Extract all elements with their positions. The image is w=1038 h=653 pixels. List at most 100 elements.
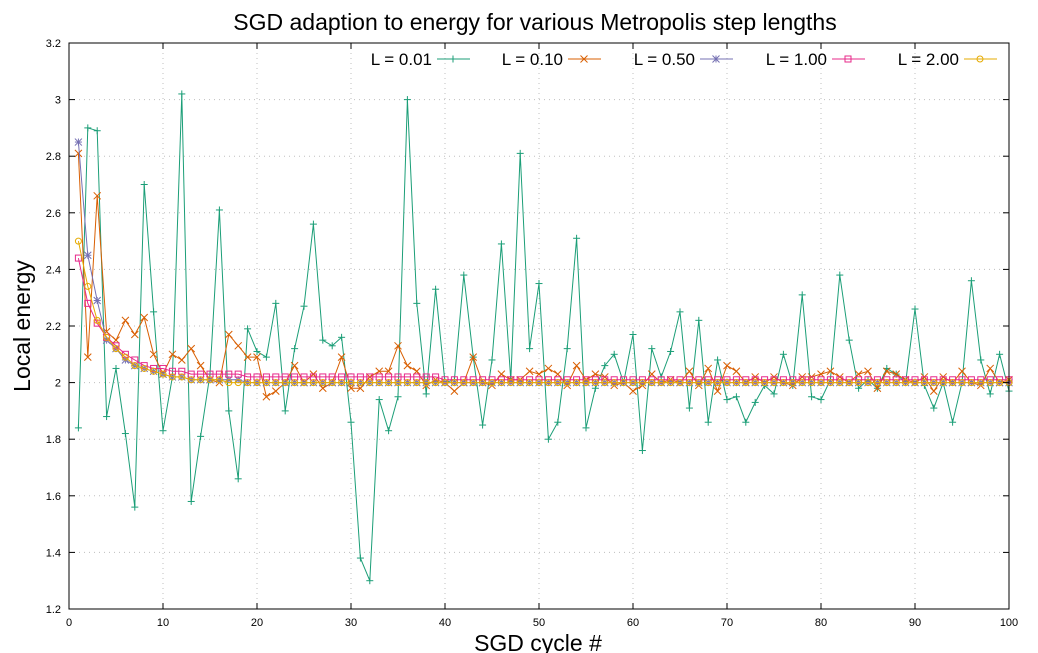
y-tick-label: 1.8: [46, 434, 61, 446]
data-point: [121, 430, 129, 438]
data-point: [657, 379, 665, 387]
data-point: [902, 379, 910, 387]
data-point: [882, 367, 891, 376]
data-point: [704, 364, 713, 373]
legend-marker: [712, 55, 720, 63]
data-point: [403, 379, 411, 387]
data-point: [554, 418, 562, 426]
data-point: [949, 379, 957, 387]
data-point: [732, 379, 740, 387]
data-point: [337, 353, 346, 361]
data-point: [572, 361, 581, 370]
data-point: [441, 379, 449, 387]
data-point: [290, 361, 299, 370]
data-point: [742, 379, 750, 387]
data-point: [516, 379, 524, 387]
data-point: [648, 379, 656, 387]
data-point: [93, 316, 101, 324]
data-point: [150, 367, 158, 375]
data-point: [328, 379, 336, 387]
x-tick-label: 10: [157, 617, 169, 629]
data-point: [610, 379, 618, 387]
y-tick-label: 2.6: [46, 208, 61, 220]
data-point: [582, 424, 590, 432]
data-point: [291, 379, 299, 387]
data-point: [864, 367, 872, 376]
data-point: [234, 475, 242, 483]
data-point: [319, 336, 327, 344]
data-point: [704, 418, 712, 426]
data-point: [413, 299, 421, 307]
data-point: [318, 384, 327, 393]
data-point: [817, 379, 825, 387]
data-point: [563, 345, 571, 353]
data-point: [177, 356, 186, 364]
data-point: [986, 364, 995, 373]
data-point: [206, 376, 214, 384]
data-point: [582, 379, 590, 387]
data-point: [601, 379, 609, 387]
y-tick-label: 2.2: [46, 321, 61, 333]
data-point: [394, 379, 402, 387]
data-point: [516, 149, 524, 157]
data-point: [159, 370, 167, 378]
data-point: [930, 404, 938, 412]
data-point: [761, 379, 769, 387]
y-tick-label: 2.4: [46, 264, 61, 276]
data-point: [121, 353, 129, 361]
data-point: [845, 379, 853, 387]
data-point: [291, 345, 299, 353]
data-point: [911, 305, 919, 313]
x-tick-label: 60: [627, 617, 639, 629]
data-point: [74, 138, 83, 146]
data-point: [535, 379, 543, 387]
data-point: [450, 387, 459, 395]
data-point: [563, 379, 571, 387]
y-tick-label: 3.2: [46, 38, 61, 50]
data-point: [648, 345, 656, 353]
data-point: [996, 350, 1004, 358]
data-point: [892, 379, 900, 387]
data-point: [742, 418, 750, 426]
data-point: [808, 379, 816, 387]
data-point: [526, 379, 534, 387]
data-point: [826, 367, 835, 376]
data-point: [808, 393, 816, 401]
data-point: [929, 387, 938, 395]
series-line: [77, 141, 1009, 384]
data-point: [74, 237, 82, 245]
data-point: [234, 341, 243, 350]
data-point: [601, 362, 609, 370]
data-point: [234, 379, 242, 387]
data-point: [958, 367, 966, 376]
data-point: [130, 330, 139, 339]
data-point: [958, 379, 966, 387]
data-point: [262, 379, 270, 387]
data-point: [460, 379, 468, 387]
data-point: [836, 379, 844, 387]
data-point: [112, 364, 120, 372]
data-point: [667, 379, 675, 387]
data-point: [526, 345, 534, 353]
legend-label: L = 2.00: [898, 50, 959, 69]
chart-title: SGD adaption to energy for various Metro…: [233, 9, 836, 35]
data-point: [112, 345, 120, 353]
data-point: [281, 379, 289, 387]
data-point: [328, 342, 336, 350]
data-point: [103, 413, 111, 421]
legend-marker: [580, 55, 588, 63]
data-point: [178, 373, 186, 381]
legend: L = 0.01 L = 0.10 L = 0.50 L = 1.00 L = 2.00: [371, 50, 997, 69]
data-point: [140, 313, 149, 322]
data-point: [554, 379, 562, 387]
data-point: [403, 96, 411, 104]
y-tick-label: 1.2: [46, 604, 61, 616]
data-point: [93, 191, 102, 200]
data-point: [225, 407, 233, 415]
data-point: [262, 353, 270, 361]
data-point: [187, 376, 195, 384]
legend-label: L = 1.00: [766, 50, 827, 69]
data-point: [197, 432, 205, 440]
data-point: [385, 379, 393, 387]
data-point: [187, 497, 195, 505]
